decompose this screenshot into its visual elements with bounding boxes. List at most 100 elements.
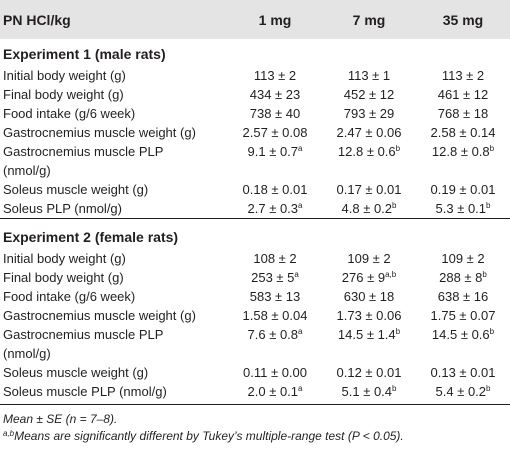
- row-value: 630 ± 18: [343, 289, 395, 304]
- footnote-superscript: a,b: [3, 429, 15, 438]
- row-label-line: Soleus PLP (nmol/g): [3, 201, 122, 216]
- section-header-row: Experiment 2 (female rats): [0, 218, 510, 249]
- section-title: Experiment 2 (female rats): [0, 218, 510, 249]
- row-value-cell: 793 ± 29: [322, 104, 416, 123]
- row-value-cell: 461 ± 12: [416, 85, 510, 104]
- row-value-cell: 113 ± 2: [228, 66, 322, 85]
- table-row: Gastrocnemius muscle weight (g) 1.58 ± 0.…: [0, 306, 510, 325]
- row-label: Final body weight (g): [0, 268, 228, 287]
- row-value: 113 ± 2: [441, 68, 485, 83]
- section-header-row: Experiment 1 (male rats): [0, 39, 510, 66]
- row-value-cell: 738 ± 40: [228, 104, 322, 123]
- row-value: 113 ± 2: [253, 68, 297, 83]
- row-value-superscript: a: [298, 201, 303, 210]
- row-label-line: Soleus muscle weight (g): [3, 182, 149, 197]
- row-value-cell: 638 ± 16: [416, 287, 510, 306]
- data-table: PN HCl/kg 1 mg 7 mg 35 mg Experiment 1 (…: [0, 0, 510, 401]
- row-value: 2.0 ± 0.1: [247, 384, 299, 399]
- row-label-line: Initial body weight (g): [3, 68, 126, 83]
- row-value-cell: 4.8 ± 0.2b: [322, 199, 416, 219]
- table-row: Initial body weight (g) 113 ± 2 113 ± 1 113…: [0, 66, 510, 85]
- row-value-cell: 14.5 ± 1.4b: [322, 325, 416, 363]
- row-value-superscript: b: [395, 327, 401, 336]
- footnote-significance-text: Means are significantly different by Tuk…: [14, 429, 404, 443]
- row-value: 12.8 ± 0.6: [337, 144, 396, 159]
- row-label-line: Food intake (g/6 week): [3, 106, 136, 121]
- row-label: Final body weight (g): [0, 85, 228, 104]
- row-value-cell: 5.3 ± 0.1b: [416, 199, 510, 219]
- row-value: 738 ± 40: [249, 106, 301, 121]
- row-value: 5.1 ± 0.4: [341, 384, 393, 399]
- row-value-cell: 108 ± 2: [228, 249, 322, 268]
- row-value: 0.12 ± 0.01: [336, 365, 402, 380]
- table-row: Gastrocnemius muscle PLP (nmol/g) 9.1 ± 0.…: [0, 142, 510, 180]
- table-bottom-rule: [0, 404, 510, 405]
- section-title: Experiment 1 (male rats): [3, 46, 166, 62]
- row-value-cell: 14.5 ± 0.6b: [416, 325, 510, 363]
- row-value: 1.73 ± 0.06: [336, 308, 402, 323]
- row-value-cell: 1.75 ± 0.07: [416, 306, 510, 325]
- row-value-cell: 0.18 ± 0.01: [228, 180, 322, 199]
- table-row: Food intake (g/6 week) 738 ± 40 793 ± 29 76…: [0, 104, 510, 123]
- row-label-line: Gastrocnemius muscle PLP: [3, 144, 164, 159]
- row-value-cell: 2.47 ± 0.06: [322, 123, 416, 142]
- row-value-cell: 583 ± 13: [228, 287, 322, 306]
- row-value: 2.47 ± 0.06: [336, 125, 402, 140]
- row-label: Soleus PLP (nmol/g): [0, 199, 228, 219]
- row-value: 434 ± 23: [249, 87, 301, 102]
- row-value: 0.11 ± 0.00: [243, 365, 307, 380]
- row-label-line-2: (nmol/g): [3, 346, 51, 361]
- row-value: 5.3 ± 0.1: [435, 201, 487, 216]
- row-value: 0.18 ± 0.01: [242, 182, 308, 197]
- table-row: Gastrocnemius muscle PLP (nmol/g) 7.6 ± 0.…: [0, 325, 510, 363]
- row-value-cell: 0.11 ± 0.00: [228, 363, 322, 382]
- row-value-cell: 5.1 ± 0.4b: [322, 382, 416, 401]
- row-value-cell: 434 ± 23: [228, 85, 322, 104]
- row-value: 14.5 ± 1.4: [337, 327, 396, 342]
- row-label: Initial body weight (g): [0, 249, 228, 268]
- row-label: Initial body weight (g): [0, 66, 228, 85]
- row-value-cell: 12.8 ± 0.8b: [416, 142, 510, 180]
- row-value: 288 ± 8: [439, 270, 483, 285]
- table-body: Experiment 1 (male rats) Initial body wei…: [0, 39, 510, 401]
- row-value: 1.75 ± 0.07: [430, 308, 496, 323]
- row-value-superscript: a,b: [385, 270, 397, 279]
- table-header-row: PN HCl/kg 1 mg 7 mg 35 mg: [0, 0, 510, 39]
- row-value-superscript: b: [392, 384, 397, 393]
- row-value: 12.8 ± 0.8: [431, 144, 490, 159]
- row-value: 0.19 ± 0.01: [430, 182, 496, 197]
- header-label: PN HCl/kg: [3, 11, 71, 28]
- row-label-line-2: (nmol/g): [3, 163, 51, 178]
- row-label-line: Initial body weight (g): [3, 251, 126, 266]
- row-label: Gastrocnemius muscle weight (g): [0, 123, 228, 142]
- row-value-cell: 768 ± 18: [416, 104, 510, 123]
- row-label: Gastrocnemius muscle weight (g): [0, 306, 228, 325]
- row-value-cell: 9.1 ± 0.7a: [228, 142, 322, 180]
- row-label: Food intake (g/6 week): [0, 104, 228, 123]
- row-value-cell: 2.58 ± 0.14: [416, 123, 510, 142]
- table-row: Soleus muscle weight (g) 0.18 ± 0.01 0.17 …: [0, 180, 510, 199]
- row-label-line: Gastrocnemius muscle weight (g): [3, 308, 196, 323]
- header-dose-7mg: 7 mg: [352, 11, 386, 28]
- row-value-cell: 2.7 ± 0.3a: [228, 199, 322, 219]
- row-value-cell: 276 ± 9a,b: [322, 268, 416, 287]
- row-value: 7.6 ± 0.8: [247, 327, 299, 342]
- row-label: Soleus muscle weight (g): [0, 363, 228, 382]
- row-value-superscript: b: [489, 144, 495, 153]
- table-row: Soleus muscle PLP (nmol/g) 2.0 ± 0.1a 5.1 …: [0, 382, 510, 401]
- data-table-container: PN HCl/kg 1 mg 7 mg 35 mg Experiment 1 (…: [0, 0, 510, 401]
- row-value-cell: 7.6 ± 0.8a: [228, 325, 322, 363]
- row-value-cell: 1.58 ± 0.04: [228, 306, 322, 325]
- row-value-cell: 630 ± 18: [322, 287, 416, 306]
- row-label: Soleus muscle PLP (nmol/g): [0, 382, 228, 401]
- row-value-superscript: a: [298, 327, 303, 336]
- row-value: 253 ± 5: [251, 270, 295, 285]
- row-value-cell: 109 ± 2: [416, 249, 510, 268]
- row-label-line: Final body weight (g): [3, 270, 124, 285]
- row-value-superscript: b: [486, 384, 491, 393]
- table-row: Soleus PLP (nmol/g) 2.7 ± 0.3a 4.8 ± 0.2b 5…: [0, 199, 510, 219]
- table-row: Final body weight (g) 434 ± 23 452 ± 12 461…: [0, 85, 510, 104]
- row-value: 9.1 ± 0.7: [247, 144, 299, 159]
- row-value-cell: 2.0 ± 0.1a: [228, 382, 322, 401]
- row-value-superscript: b: [489, 327, 495, 336]
